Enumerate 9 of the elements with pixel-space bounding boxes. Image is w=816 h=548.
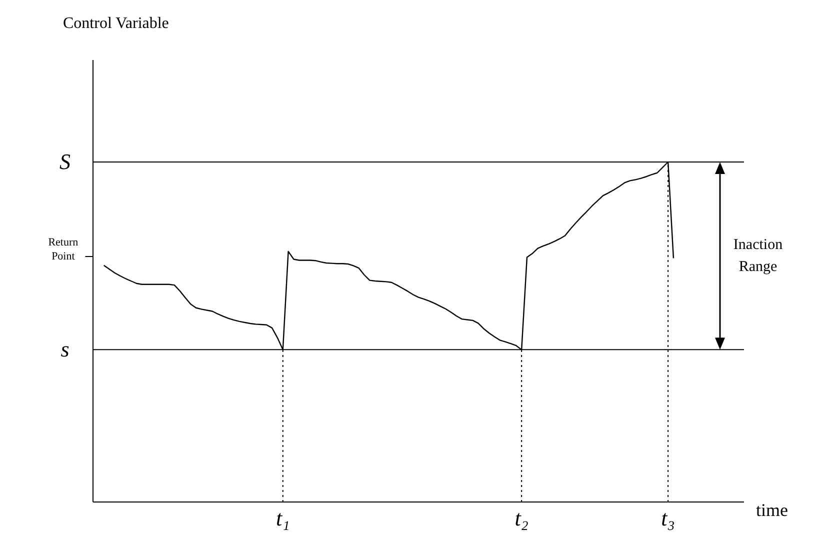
text: Control Variable — [63, 15, 169, 33]
x-tick-label: t₂ — [514, 506, 529, 531]
ref-line-label: Return Point — [48, 236, 79, 263]
x-tick-label: t₃ — [661, 506, 675, 531]
x-tick-label: t₁ — [276, 506, 290, 531]
ref-line-label: s — [60, 336, 70, 362]
ref-line-label: S — [60, 149, 70, 174]
x-axis-title: time — [756, 500, 788, 521]
annotation: Inaction Range — [732, 236, 784, 277]
